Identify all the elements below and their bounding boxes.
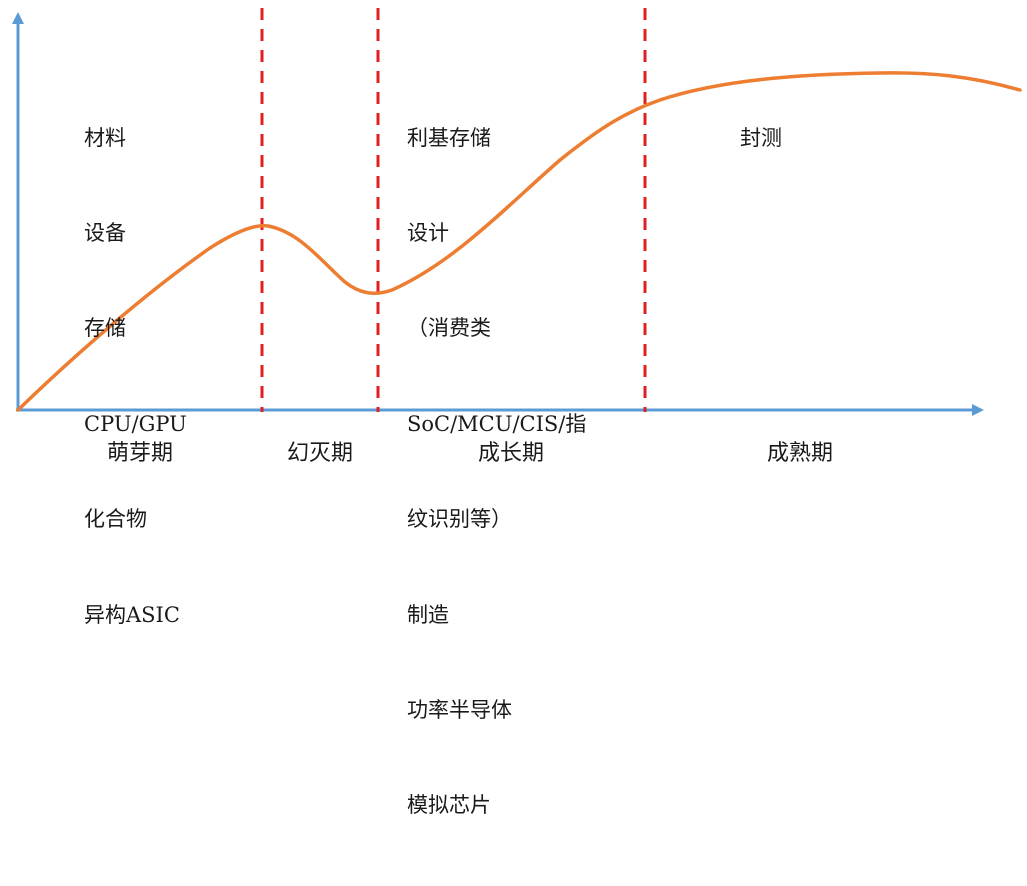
germination-tech-item: 化合物 (84, 507, 147, 532)
phase-label-disillusionment: 幻灭期 (286, 441, 354, 466)
hype-cycle-diagram: 材料 设备 存储 CPU/GPU 化合物 异构ASIC 利基存储 设计 （消费类… (12, 8, 1022, 817)
growth-tech-item: 制造 (407, 602, 449, 627)
phase-label-germination: 萌芽期 (106, 441, 174, 466)
growth-tech-item: 功率半导体 (407, 697, 512, 722)
growth-tech-item: 模拟芯片 (407, 793, 491, 818)
growth-tech-item: 利基存储 (407, 125, 491, 150)
maturity-tech-list: 封测 (740, 59, 782, 218)
germination-tech-item: 存储 (84, 316, 126, 341)
growth-tech-list: 利基存储 设计 （消费类 SoC/MCU/CIS/指 纹识别等） 制造 功率半导… (407, 59, 586, 886)
phase-label-growth: 成长期 (477, 441, 545, 466)
germination-tech-item: 异构ASIC (84, 602, 180, 627)
hype-cycle-canvas (12, 8, 1022, 416)
germination-tech-item: 材料 (84, 125, 126, 150)
hype-curve (16, 71, 1022, 412)
growth-tech-item: SoC/MCU/CIS/指 (407, 411, 587, 436)
germination-tech-item: 设备 (84, 220, 126, 245)
growth-tech-item: 纹识别等） (407, 507, 512, 532)
phase-label-maturity: 成熟期 (766, 441, 834, 466)
growth-tech-item: （消费类 (407, 316, 491, 341)
growth-tech-item: 设计 (407, 220, 449, 245)
maturity-tech-item: 封测 (740, 125, 782, 150)
germination-tech-item: CPU/GPU (84, 411, 187, 436)
germination-tech-list: 材料 设备 存储 CPU/GPU 化合物 异构ASIC (84, 59, 187, 695)
